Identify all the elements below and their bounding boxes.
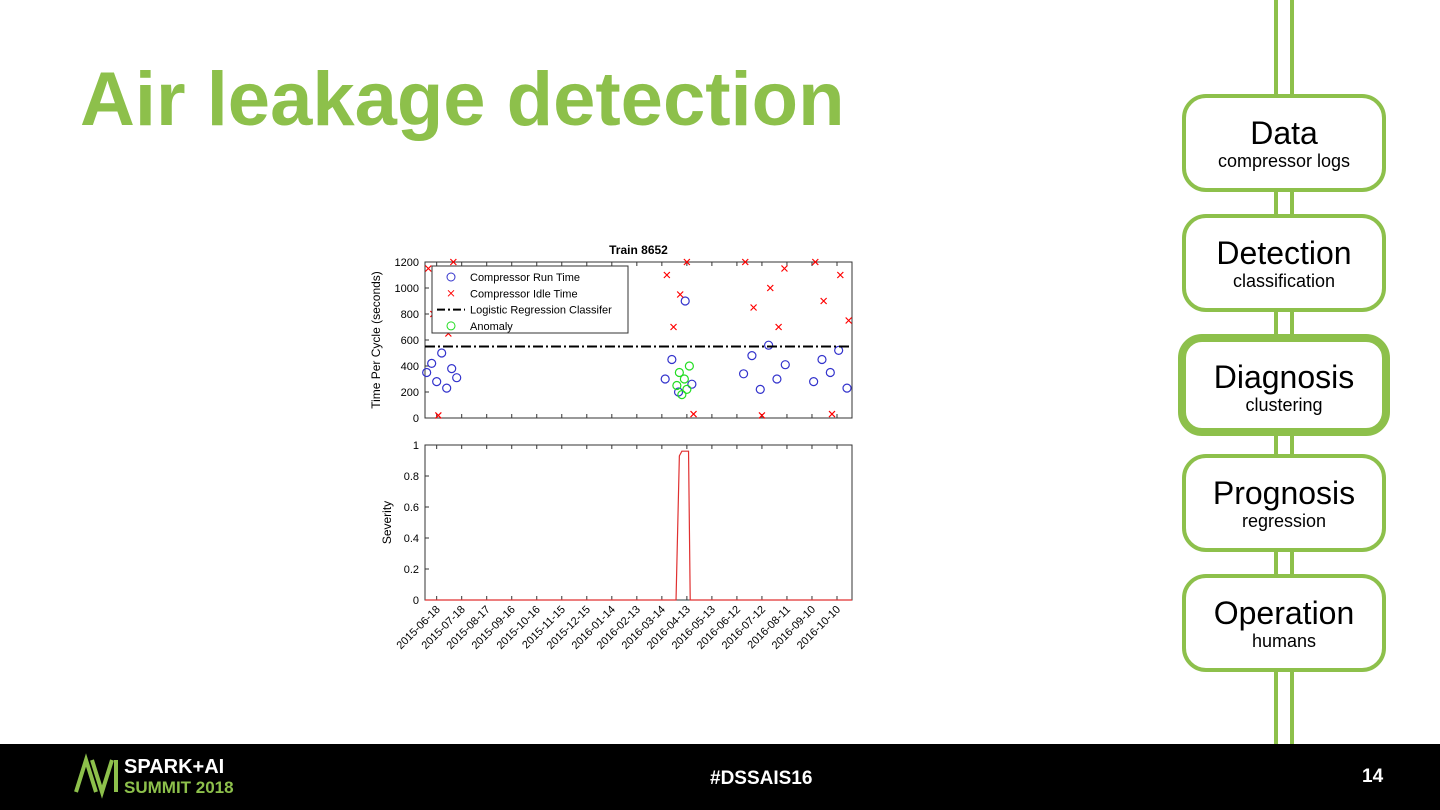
footer-tag: #DSSAIS16 (710, 768, 813, 789)
point (682, 384, 692, 394)
point (772, 374, 782, 384)
point (422, 367, 432, 378)
point (680, 296, 690, 306)
point (660, 374, 670, 384)
node-title: Diagnosis (1213, 359, 1355, 395)
point (828, 410, 836, 418)
point (452, 373, 462, 383)
page-number: 14 (1362, 766, 1384, 787)
point (432, 377, 442, 387)
y-tick-label: 600 (401, 335, 419, 347)
node-subtitle: compressor logs (1217, 151, 1351, 171)
point (663, 271, 671, 279)
node-title: Prognosis (1212, 475, 1356, 511)
point (780, 360, 790, 370)
point (836, 271, 844, 279)
point (679, 374, 689, 384)
pipeline-node: Data compressor logs (1182, 94, 1386, 192)
legend-swatch (446, 272, 456, 282)
chart-title: Train 8652 (609, 243, 668, 257)
node-subtitle: clustering (1245, 395, 1323, 415)
point (825, 367, 835, 378)
point (755, 384, 765, 394)
node-subtitle: regression (1241, 511, 1327, 531)
point (817, 354, 827, 365)
point (672, 380, 682, 391)
point (667, 354, 677, 365)
point (677, 390, 687, 400)
series-line (425, 450, 852, 601)
point (741, 258, 749, 266)
point (684, 361, 694, 371)
point (820, 297, 828, 305)
point (764, 340, 774, 350)
point (781, 265, 788, 272)
legend-label: Logistic Regression Classifer (470, 305, 612, 317)
point (427, 358, 437, 368)
pipeline-node: Diagnosis clustering (1178, 334, 1390, 436)
y-tick-label: 0 (413, 595, 419, 607)
point (683, 258, 691, 266)
y-tick-label: 0.4 (404, 533, 419, 545)
chart: Train 8652 Time Per Cycle (seconds) 0 200 40… (369, 243, 853, 652)
point (434, 411, 442, 419)
y-tick-label: 0.8 (404, 471, 419, 483)
slide-title: Air leakage detection (80, 57, 845, 142)
point (845, 317, 853, 324)
point (738, 369, 749, 379)
y-tick-label: 1200 (395, 257, 419, 269)
point (424, 265, 432, 272)
point (442, 383, 452, 393)
y-axis-label: Severity (380, 501, 394, 544)
node-subtitle: classification (1232, 271, 1336, 291)
logo-text: SPARK+AI (124, 756, 225, 778)
y-tick-label: 200 (401, 387, 419, 399)
point (674, 367, 684, 378)
legend-swatch (447, 289, 455, 297)
y-axis-label: Time Per Cycle (seconds) (369, 271, 383, 409)
pipeline-node: Operation humans (1182, 574, 1386, 672)
y-tick-label: 0 (413, 413, 419, 425)
logo-text: SUMMIT 2018 (124, 778, 234, 797)
pipeline-node: Detection classification (1182, 214, 1386, 312)
y-tick-label: 400 (401, 361, 419, 373)
point (687, 379, 697, 389)
node-title: Detection (1216, 235, 1352, 271)
point (676, 291, 684, 298)
legend-label: Compressor Run Time (470, 272, 580, 284)
node-subtitle: humans (1251, 631, 1317, 651)
point (834, 345, 844, 355)
footer: SPARK+AI SUMMIT 2018 #DSSAIS16 14 (0, 744, 1440, 810)
y-tick-label: 0.6 (404, 502, 419, 514)
y-tick-label: 800 (401, 309, 419, 321)
point (842, 383, 852, 393)
plot-frame (424, 444, 853, 601)
node-title: Operation (1213, 595, 1355, 631)
y-tick-label: 1 (413, 440, 419, 452)
legend-label: Anomaly (470, 321, 513, 333)
point (690, 410, 697, 418)
legend-swatch (446, 321, 456, 331)
y-tick-label: 1000 (395, 283, 419, 295)
point (670, 323, 677, 331)
pipeline-node: Prognosis regression (1182, 454, 1386, 552)
point (449, 258, 457, 266)
node-title: Data (1250, 115, 1318, 151)
point (811, 258, 819, 266)
legend-label: Compressor Idle Time (470, 288, 578, 300)
logo-icon (74, 753, 118, 799)
point (747, 351, 757, 361)
point (758, 411, 766, 419)
y-tick-label: 0.2 (404, 564, 419, 576)
point (809, 377, 819, 387)
legend-box (431, 265, 629, 334)
point (437, 348, 447, 358)
point (447, 364, 457, 374)
point (766, 284, 774, 292)
point (750, 304, 758, 311)
point (775, 323, 783, 331)
